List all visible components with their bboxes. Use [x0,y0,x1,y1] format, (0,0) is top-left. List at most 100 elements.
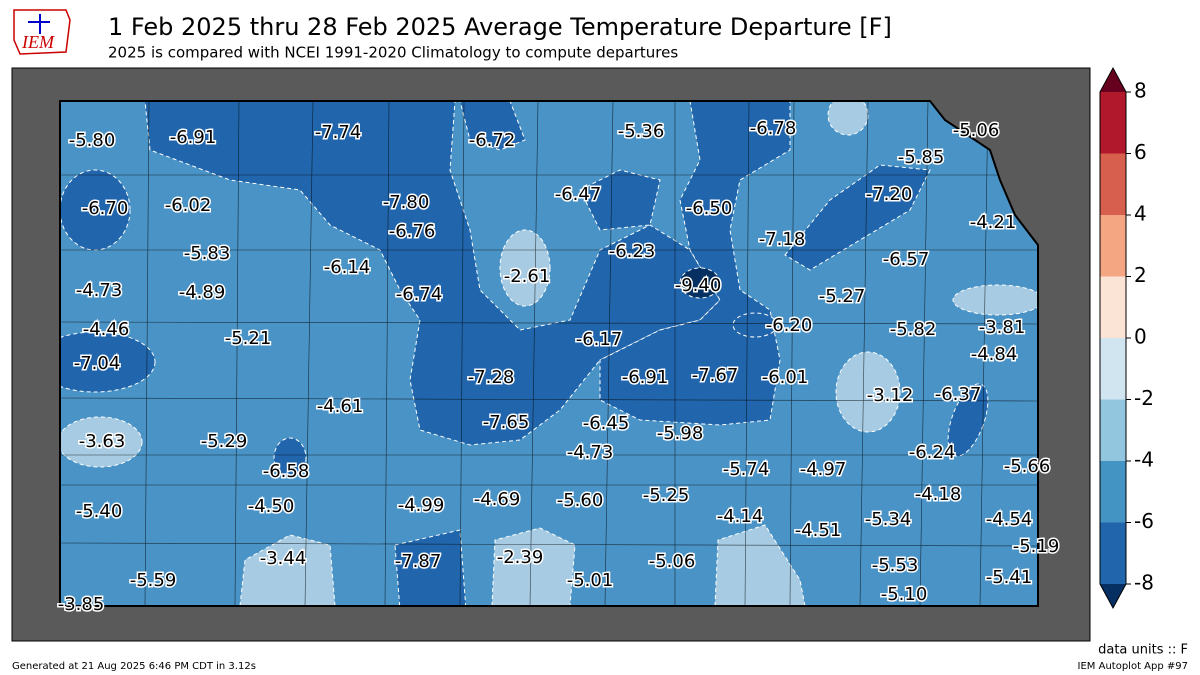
station-value: -6.45 [583,413,630,434]
station-value: -4.46 [83,319,130,340]
station-value: -6.20 [766,315,813,336]
station-value: -5.85 [898,147,945,168]
station-value: -6.37 [935,384,982,405]
station-value: -4.99 [398,495,445,516]
colorbar-tick-label: 0 [1134,325,1147,349]
station-value: -3.85 [58,594,105,615]
colorbar-bin [1100,522,1126,584]
station-value: -5.06 [649,551,696,572]
station-value: -6.17 [576,329,623,350]
colorbar-tick-label: -2 [1134,386,1154,410]
station-value: -6.50 [686,198,733,219]
colorbar-over [1100,68,1126,92]
station-value: -6.23 [609,241,656,262]
station-value: -5.74 [723,459,770,480]
colorbar-bin [1100,153,1126,215]
units-note: data units :: F [1098,643,1188,658]
station-value: -6.01 [762,367,809,388]
colorbar-tick-label: 2 [1134,263,1147,287]
station-value: -5.98 [657,423,704,444]
station-value: -6.91 [170,127,217,148]
station-value: -4.54 [986,509,1033,530]
map: -5.80 -6.91 -7.74 -6.72 -5.36 -6.78 -5.06 -5.85… [11,67,1091,642]
station-value: -5.80 [69,130,116,151]
station-value: -4.14 [717,506,764,527]
station-value: -5.01 [567,570,614,591]
subtitle: 2025 is compared with NCEI 1991-2020 Cli… [108,44,678,62]
state-border [59,100,1039,607]
station-value: -5.25 [643,485,690,506]
county-line [60,397,1038,402]
county-line [604,101,614,606]
station-value: -5.29 [201,431,248,452]
station-value: -7.74 [315,122,362,143]
colorbar-bin [1100,215,1126,277]
contours [60,101,1038,606]
county-line [459,101,465,606]
station-value: -5.36 [618,121,665,142]
colorbar-tick-label: 8 [1134,79,1147,103]
station-value: -5.53 [872,555,919,576]
station-value: -2.61 [504,266,551,287]
station-value: -6.70 [82,198,129,219]
colorbar: -8 -6 -4 -2 0 2 4 6 8 [1099,66,1154,610]
colorbar-tick-label: -4 [1134,448,1154,472]
station-value: -4.73 [76,280,123,301]
station-value: -5.60 [557,490,604,511]
station-value: -7.04 [74,353,121,374]
county-lines [60,101,1038,606]
colorbar-bin [1100,92,1126,154]
station-value: -5.21 [225,328,272,349]
station-value: -6.74 [396,284,443,305]
station-value: -6.58 [263,461,310,482]
station-value: -6.78 [750,118,797,139]
colorbar-tick-label: -8 [1134,571,1154,595]
county-line [234,101,240,606]
station-value: -4.18 [915,484,962,505]
county-line [744,101,750,606]
station-value: -6.47 [555,184,602,205]
county-line [60,542,1038,547]
generated-note: Generated at 21 Aug 2025 6:46 PM CDT in … [12,661,256,672]
station-value: -3.81 [979,317,1026,338]
county-line [919,101,929,606]
station-value: -6.76 [389,221,436,242]
colorbar-tick-label: 6 [1134,140,1147,164]
colorbar-under [1100,584,1126,608]
station-value: -4.97 [800,459,847,480]
county-line [144,101,150,606]
station-value: -5.41 [986,567,1033,588]
station-value: -4.84 [971,344,1018,365]
station-value: -5.10 [881,584,928,605]
title: 1 Feb 2025 thru 28 Feb 2025 Average Temp… [108,13,892,41]
station-value: -4.69 [474,489,521,510]
station-labels: -5.80 -6.91 -7.74 -6.72 -5.36 -6.78 -5.06 -5.85… [56,117,1061,617]
station-value: -7.18 [759,229,806,250]
county-line [529,101,539,606]
station-value: -6.72 [469,130,516,151]
station-value: -6.02 [165,195,212,216]
station-value: -5.66 [1004,456,1051,477]
county-line [60,321,1038,325]
station-value: -5.19 [1013,536,1060,557]
app-note: IEM Autoplot App #97 [1078,661,1188,672]
station-value: -4.61 [317,396,364,417]
station-value: -5.27 [819,286,866,307]
station-value: -6.14 [324,257,371,278]
colorbar-bin [1100,461,1126,523]
county-line [979,101,989,606]
station-value: -5.59 [130,570,177,591]
station-value: -6.57 [883,249,930,270]
colorbar-tick-label: 4 [1134,202,1147,226]
colorbar-bin [1100,399,1126,461]
station-value: -5.06 [953,120,1000,141]
station-value: -6.24 [909,442,956,463]
station-value: -7.80 [383,192,430,213]
station-value: -5.40 [76,501,123,522]
station-value: -3.44 [260,548,307,569]
station-value: -4.50 [248,496,295,517]
station-value: -6.91 [622,367,669,388]
station-value: -7.20 [866,184,913,205]
colorbar-tick-label: -6 [1134,509,1154,533]
